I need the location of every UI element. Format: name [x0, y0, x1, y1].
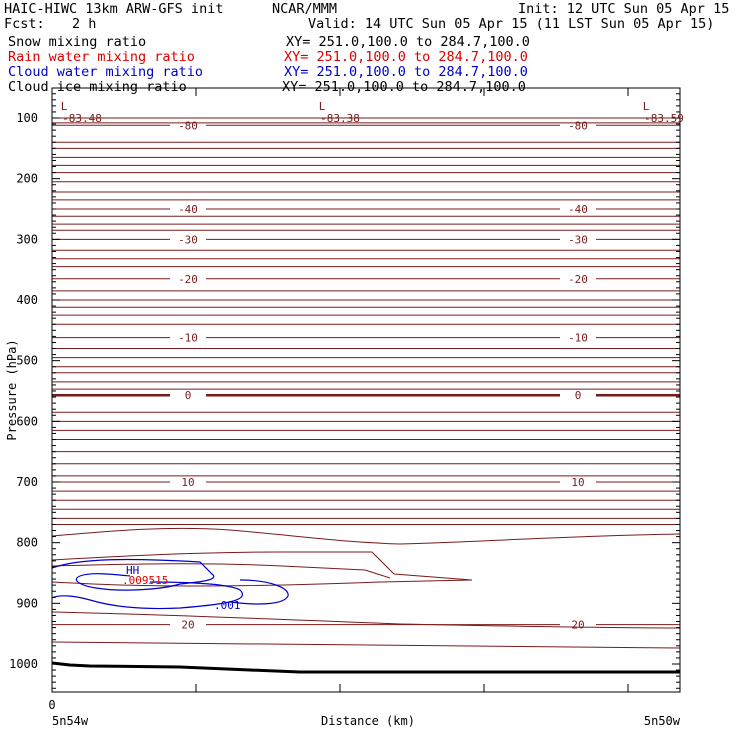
isotherm-curve	[51, 641, 681, 649]
x-tick-zero: 0	[48, 698, 55, 712]
cloud-water-contours	[51, 558, 289, 610]
isotherm-label: 20	[181, 619, 194, 632]
forecast-label: Fcst:	[4, 16, 45, 32]
isotherm-label: -20	[568, 273, 588, 286]
isotherm-label: 10	[181, 476, 194, 489]
field-rain-name: Rain water mixing ratio	[8, 49, 195, 65]
isotherm-label: -20	[178, 273, 198, 286]
isotherm-label: -80	[568, 119, 588, 132]
isotherm-label: -40	[568, 203, 588, 216]
y-tick-label: 100	[16, 111, 38, 125]
terrain-surface	[51, 661, 680, 674]
field-cloudwater-name: Cloud water mixing ratio	[8, 64, 204, 80]
y-tick-label: 600	[16, 414, 38, 428]
isotherm-label: -10	[178, 332, 198, 345]
low-marker-value: -83.38	[320, 112, 360, 125]
low-marker-value: -83.48	[62, 112, 102, 125]
x-start-label: 5n54w	[52, 714, 89, 728]
isotherm-label: 20	[571, 619, 584, 632]
y-tick-label: 900	[16, 596, 38, 610]
cloud-water-contour	[229, 579, 289, 605]
plot-frame	[51, 87, 681, 693]
cloud-water-contour	[51, 558, 215, 591]
terrain-line	[51, 661, 680, 674]
y-tick-label: 300	[16, 232, 38, 246]
y-tick-label: 1000	[9, 657, 38, 671]
forecast-value: 2 h	[72, 16, 97, 32]
isotherm-label: 0	[185, 389, 192, 402]
model-title: HAIC-HIWC 13km ARW-GFS init	[4, 1, 224, 17]
isotherm-label: 10	[571, 476, 584, 489]
isotherm-curve	[51, 551, 473, 587]
isotherm-label: -30	[178, 233, 198, 246]
y-tick-label: 400	[16, 293, 38, 307]
isotherm-label: 0	[575, 389, 582, 402]
y-axis-title: Pressure (hPa)	[5, 339, 19, 440]
x-end-label: 5n50w	[644, 714, 681, 728]
low-marker-symbol: L	[643, 100, 650, 113]
cloud-contour-label: .001	[214, 599, 241, 612]
cloud-overlap-label: .009515	[122, 574, 168, 587]
cloud-high-label: HH	[126, 564, 139, 577]
cloud-water-contour	[51, 581, 243, 610]
isotherm-label: -30	[568, 233, 588, 246]
isotherm-label: -80	[178, 119, 198, 132]
field-cloudwater-xy: XY= 251.0,100.0 to 284.7,100.0	[284, 64, 528, 80]
temperature-contours	[51, 117, 681, 649]
isotherm-curve	[51, 563, 391, 579]
low-marker-symbol: L	[61, 100, 68, 113]
field-rain-xy: XY= 251.0,100.0 to 284.7,100.0	[284, 49, 528, 65]
field-cloudice-name: Cloud ice mixing ratio	[8, 79, 187, 95]
isotherm-curve	[51, 527, 681, 545]
init-time: Init: 12 UTC Sun 05 Apr 15	[518, 1, 730, 17]
field-cloudice-xy: XY= 251.0,100.0 to 284.7,100.0	[282, 79, 526, 95]
org-label: NCAR/MMM	[272, 1, 338, 17]
y-tick-label: 200	[16, 172, 38, 186]
isotherm-curve	[51, 611, 681, 629]
y-tick-label: 700	[16, 475, 38, 489]
isotherm-label: -40	[178, 203, 198, 216]
x-axis-title: Distance (km)	[321, 714, 415, 728]
contour-labels: -80 -80 -40 -40 -30 -30 -20 -20 -10 -10 0 0 10 10 20 20…	[61, 100, 684, 632]
valid-time: Valid: 14 UTC Sun 05 Apr 15 (11 LST Sun …	[308, 16, 715, 32]
field-snow-name: Snow mixing ratio	[8, 34, 147, 50]
low-marker-symbol: L	[319, 100, 326, 113]
low-marker-value: -83.59	[644, 112, 684, 125]
y-tick-label: 800	[16, 536, 38, 550]
field-snow-xy: XY= 251.0,100.0 to 284.7,100.0	[286, 34, 530, 50]
y-tick-label: 500	[16, 354, 38, 368]
isotherm-label: -10	[568, 332, 588, 345]
